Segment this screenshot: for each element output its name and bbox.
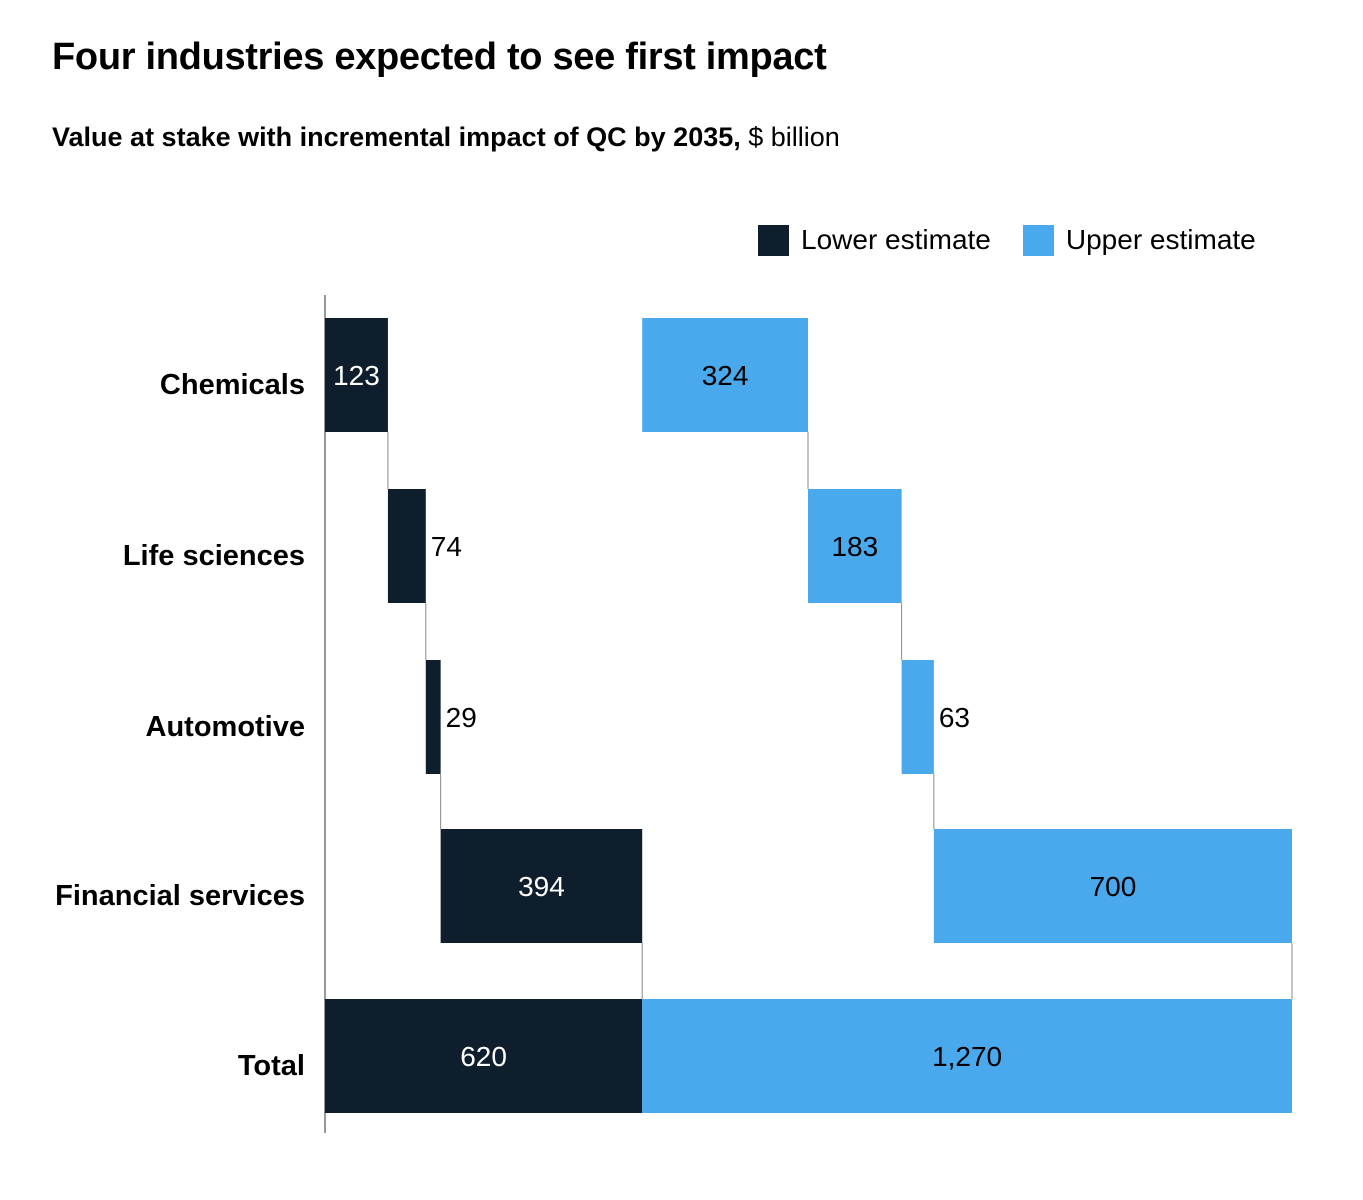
value-label-upper-automotive: 63	[939, 702, 970, 733]
category-label-life-sciences: Life sciences	[123, 540, 305, 572]
bar-upper-life-sciences	[807, 489, 902, 603]
bar-upper-total	[642, 999, 1292, 1113]
value-label-upper-total: 1,270	[932, 1041, 1002, 1072]
value-label-lower-financial-services: 394	[518, 871, 565, 902]
legend-label-lower: Lower estimate	[801, 224, 991, 255]
chart-subtitle: Value at stake with incremental impact o…	[52, 122, 840, 153]
legend-label-upper: Upper estimate	[1065, 224, 1256, 255]
bar-upper-financial-services	[933, 829, 1292, 943]
value-label-upper-chemicals: 324	[702, 360, 749, 391]
value-label-upper-life-sciences: 183	[831, 531, 878, 562]
value-label-upper-financial-services: 700	[1090, 871, 1137, 902]
legend-swatch-lower	[758, 224, 789, 256]
category-label-chemicals: Chemicals	[160, 369, 305, 401]
bar-upper-chemicals	[642, 318, 808, 432]
subtitle-unit: $ billion	[740, 122, 840, 152]
bar-lower-total	[325, 999, 643, 1113]
value-label-lower-total: 620	[460, 1041, 507, 1072]
value-label-lower-life-sciences: 74	[431, 531, 462, 562]
legend: Lower estimate Upper estimate	[758, 224, 1256, 256]
value-label-lower-automotive: 29	[446, 702, 477, 733]
bar-lower-automotive	[425, 660, 441, 774]
chart-title: Four industries expected to see first im…	[52, 36, 827, 78]
bar-lower-financial-services	[440, 829, 643, 943]
category-label-total: Total	[238, 1050, 305, 1082]
category-label-automotive: Automotive	[146, 711, 306, 743]
value-label-lower-chemicals: 123	[333, 360, 380, 391]
subtitle-main: Value at stake with incremental impact o…	[52, 122, 741, 152]
legend-item-lower: Lower estimate	[758, 224, 991, 256]
bar-lower-chemicals	[325, 318, 388, 432]
legend-swatch-upper	[1022, 224, 1054, 256]
bar-upper-automotive	[901, 660, 934, 774]
bar-lower-life-sciences	[387, 489, 426, 603]
legend-item-upper: Upper estimate	[1022, 224, 1256, 256]
category-label-financial-services: Financial services	[55, 880, 305, 912]
